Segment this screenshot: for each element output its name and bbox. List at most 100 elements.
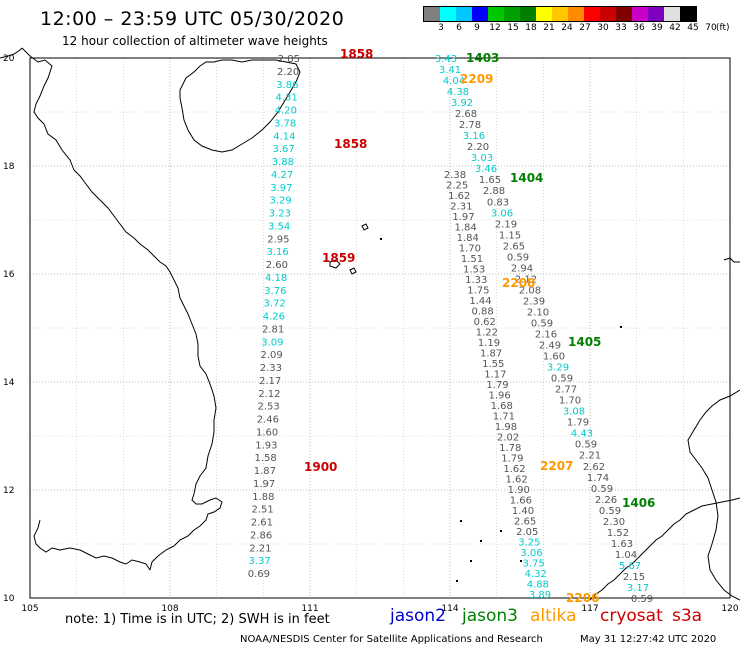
swh-value: 2.21 — [249, 543, 271, 554]
swh-value: 2.17 — [259, 376, 281, 387]
swh-value: 4.27 — [271, 170, 293, 181]
colorbar-swatch — [648, 7, 664, 21]
swh-value: 3.25 — [518, 538, 540, 549]
colorbar-label: 27 — [579, 23, 591, 33]
page-subtitle: 12 hour collection of altimeter wave hei… — [62, 34, 328, 48]
swh-value: 3.78 — [274, 118, 296, 129]
coastline-china-north — [0, 47, 23, 59]
swh-value: 3.08 — [563, 407, 585, 418]
colorbar-label: 36 — [633, 23, 645, 33]
swh-value: 0.59 — [591, 484, 613, 495]
colorbar-label: 42 — [669, 23, 681, 33]
swh-value: 1.15 — [499, 230, 521, 241]
colorbar-label: 33 — [615, 23, 627, 33]
swh-value: 3.92 — [451, 98, 473, 109]
pass-time-label: 1404 — [510, 171, 543, 185]
spratly-island — [520, 560, 522, 562]
islands — [380, 238, 622, 582]
swh-value: 3.09 — [261, 337, 283, 348]
map-frame — [29, 57, 731, 599]
swh-value: 0.59 — [507, 252, 529, 263]
swh-value: 2.20 — [277, 67, 299, 78]
swh-value: 1.70 — [459, 244, 481, 255]
colorbar-swatch — [536, 7, 552, 21]
y-tick-label: 12 — [3, 486, 14, 496]
swh-value: 2.62 — [583, 462, 605, 473]
legend-jason3: jason3 — [462, 606, 518, 626]
swh-value: 1.04 — [615, 550, 637, 561]
coastline — [0, 47, 740, 601]
swh-value: 3.29 — [547, 363, 569, 374]
y-tick-label: 14 — [3, 378, 15, 388]
swh-value: 2.10 — [527, 307, 549, 318]
swh-value: 3.17 — [627, 583, 649, 594]
swh-value: 2.46 — [257, 415, 279, 426]
swh-value: 3.23 — [269, 209, 291, 220]
swh-value: 2.60 — [266, 260, 288, 271]
swh-value: 2.20 — [467, 142, 489, 153]
swh-value: 1.98 — [495, 422, 517, 433]
colorbar-label: 15 — [507, 23, 519, 33]
pass-time-label: 1859 — [322, 251, 355, 265]
reef — [380, 238, 382, 240]
swh-value: 4.43 — [571, 429, 593, 440]
swh-value: 2.08 — [519, 285, 541, 296]
swh-value: 3.72 — [263, 299, 285, 310]
swh-value: 3.16 — [266, 247, 288, 258]
swh-value: 3.16 — [463, 131, 485, 142]
pass-time-label: 1403 — [466, 51, 499, 65]
colorbar-swatch — [632, 7, 648, 21]
swh-value: 2.39 — [523, 296, 545, 307]
colorbar-swatch — [440, 7, 456, 21]
swh-value: 1.65 — [479, 175, 501, 186]
swh-value: 2.68 — [455, 109, 477, 120]
coastline-hainan — [179, 59, 301, 153]
swh-value: 4.04 — [443, 76, 465, 87]
colorbar-label: 6 — [456, 23, 462, 33]
swh-value: 1.62 — [505, 475, 527, 486]
swh-value: 2.86 — [250, 530, 272, 541]
swh-value: 2.95 — [267, 234, 289, 245]
swh-value: 2.51 — [251, 505, 273, 516]
swh-value: 2.88 — [483, 186, 505, 197]
track-values: 2.85 2.20 3.86 4.31 4.203.78 4.14 3.67 3.88 4.27… — [248, 47, 656, 605]
colorbar-swatch — [568, 7, 584, 21]
grid — [30, 58, 730, 598]
swh-value: 3.43 — [435, 54, 457, 65]
swh-value: 2.25 — [446, 181, 468, 192]
swh-value: 1.78 — [499, 443, 521, 454]
swh-value: 3.86 — [276, 80, 298, 91]
y-tick-label: 10 — [3, 594, 15, 604]
swh-value: 1.88 — [252, 492, 274, 503]
swh-value: 1.74 — [587, 473, 609, 484]
footnote: note: 1) Time is in UTC; 2) SWH is in fe… — [65, 612, 330, 627]
swh-value: 1.84 — [457, 233, 479, 244]
swh-value: 2.09 — [260, 350, 282, 361]
colorbar-unit: (ft) — [716, 23, 730, 33]
swh-value: 1.51 — [461, 254, 483, 265]
colorbar-label: 18 — [525, 23, 537, 33]
swh-value: 3.29 — [269, 196, 291, 207]
y-tick-label: 20 — [3, 54, 15, 64]
swh-value: 2.12 — [515, 274, 537, 285]
swh-value: 1.79 — [486, 380, 508, 391]
colorbar-swatch — [424, 7, 440, 21]
colorbar-label: 12 — [489, 23, 501, 33]
swh-value: 1.96 — [488, 391, 510, 402]
swh-value: 2.16 — [535, 330, 557, 341]
swh-value: 2.31 — [450, 202, 472, 213]
pass-time-label: 2209 — [460, 72, 493, 86]
swh-value: 4.18 — [265, 273, 287, 284]
swh-value: 1.79 — [567, 418, 589, 429]
swh-value: 4.14 — [273, 131, 295, 142]
swh-value: 1.97 — [452, 212, 474, 223]
colorbar-swatch — [472, 7, 488, 21]
swh-value: 0.88 — [471, 307, 493, 318]
swh-value: 1.90 — [508, 485, 530, 496]
swh-value: 1.62 — [448, 191, 470, 202]
swh-value: 1.75 — [467, 286, 489, 297]
colorbar-swatch — [664, 7, 680, 21]
swh-value: 2.85 — [278, 54, 300, 65]
x-tick-label: 108 — [161, 604, 178, 614]
spratly-island — [460, 520, 462, 522]
